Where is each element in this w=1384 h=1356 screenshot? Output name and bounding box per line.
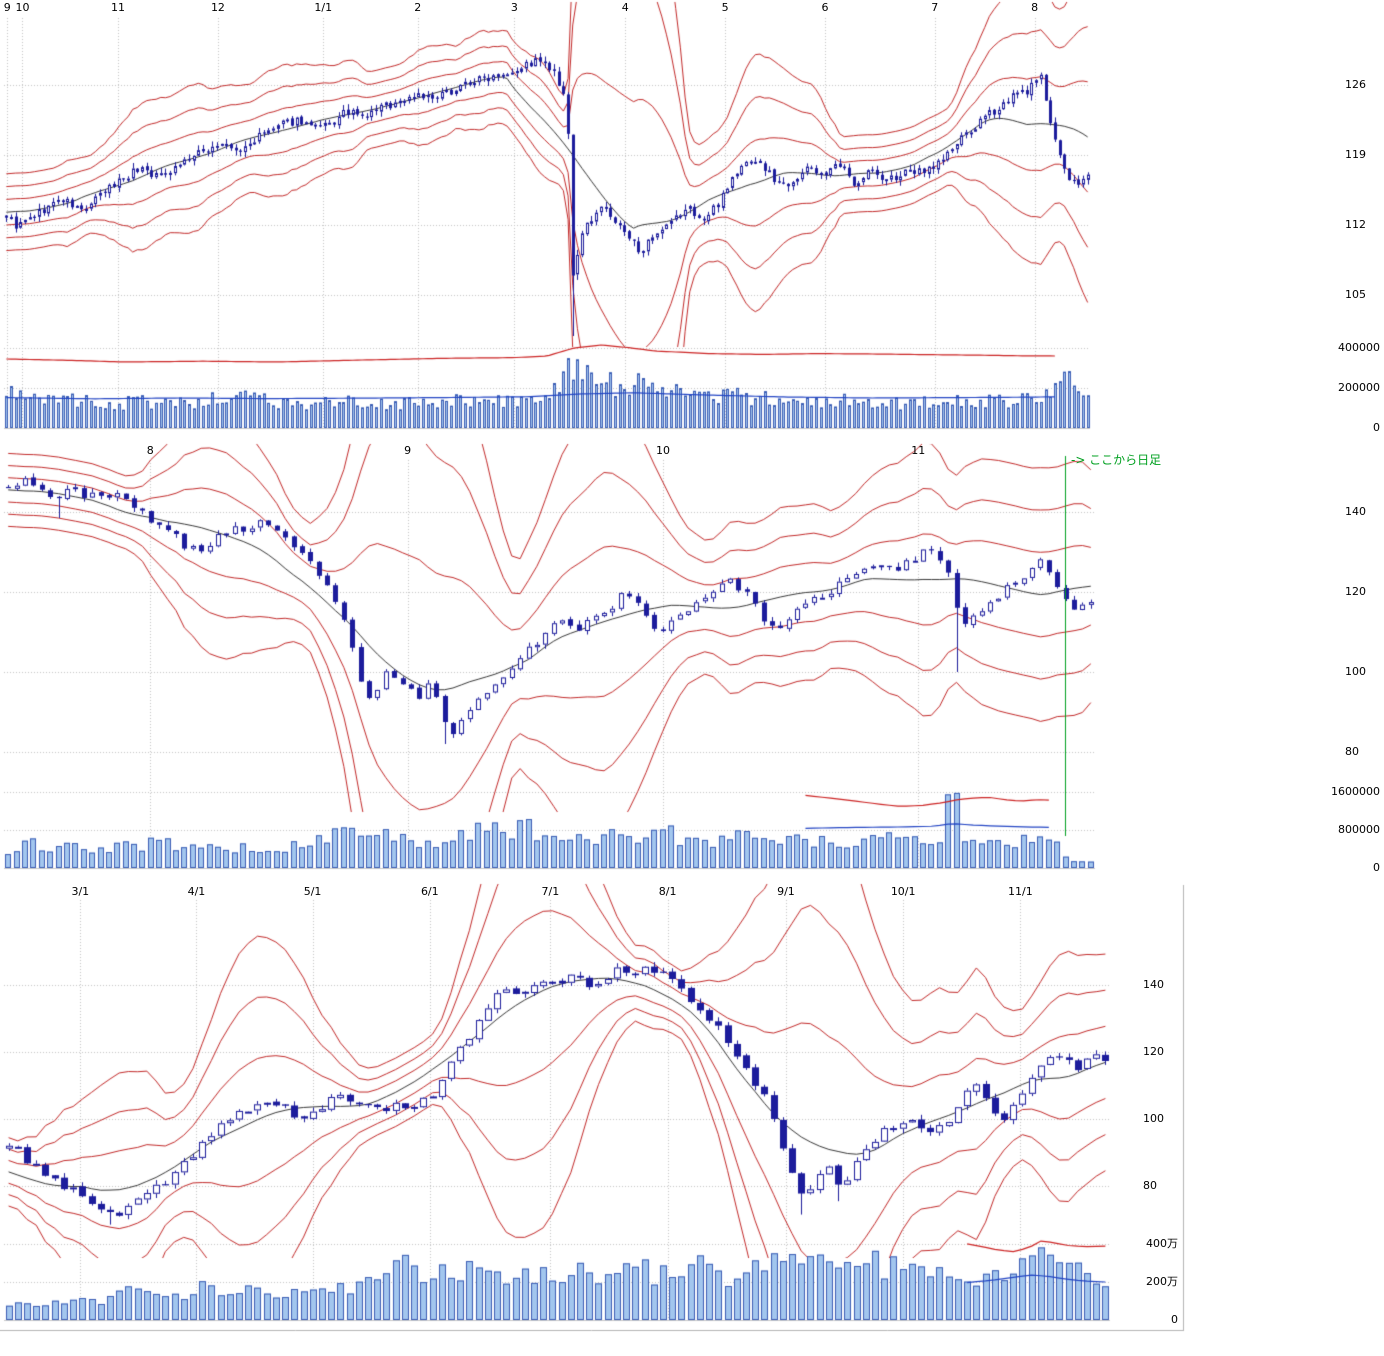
x-axis-tick-label: 5 bbox=[721, 1, 729, 14]
x-axis-tick-label: 12 bbox=[210, 1, 225, 14]
price-tick-label: 120 bbox=[1143, 1045, 1164, 1058]
x-axis-tick-label: 8/1 bbox=[658, 885, 677, 898]
x-axis-tick-label: 8 bbox=[146, 444, 154, 457]
price-tick-label: 100 bbox=[1143, 1112, 1164, 1125]
volume-tick-label: 400000 bbox=[1338, 341, 1380, 354]
x-axis-tick-label: 3/1 bbox=[71, 885, 90, 898]
x-axis-tick-label: 6 bbox=[821, 1, 829, 14]
x-axis-tick-label: 9 bbox=[3, 1, 11, 14]
x-axis-tick-label: 11 bbox=[111, 1, 126, 14]
x-axis-tick-label: 3 bbox=[510, 1, 518, 14]
price-tick-label: 105 bbox=[1345, 288, 1366, 301]
x-axis-tick-label: 5/1 bbox=[303, 885, 322, 898]
x-axis-tick-label: 10 bbox=[655, 444, 670, 457]
x-axis-tick-label: 10 bbox=[15, 1, 30, 14]
x-axis-tick-label: 9/1 bbox=[777, 885, 795, 898]
x-axis-tick-label: 7 bbox=[931, 1, 939, 14]
volume-tick-label: 200000 bbox=[1338, 381, 1380, 394]
x-axis-tick-label: 11 bbox=[911, 444, 926, 457]
price-tick-label: 100 bbox=[1345, 665, 1366, 678]
volume-tick-label: 1600000 bbox=[1331, 785, 1380, 798]
price-tick-label: 80 bbox=[1143, 1179, 1157, 1192]
x-axis-tick-label: 10/1 bbox=[890, 885, 916, 898]
x-axis-tick-label: 6/1 bbox=[420, 885, 439, 898]
x-axis-tick-label: 1/1 bbox=[314, 1, 333, 14]
volume-tick-label: 0 bbox=[1373, 861, 1380, 874]
volume-tick-label: 0 bbox=[1171, 1313, 1178, 1326]
volume-tick-label: 800000 bbox=[1338, 823, 1380, 836]
price-tick-label: 126 bbox=[1345, 78, 1366, 91]
price-tick-label: 140 bbox=[1345, 505, 1366, 518]
volume-tick-label: 400万 bbox=[1146, 1237, 1178, 1250]
daily-interval-marker-label: -> ここから日足 bbox=[1070, 453, 1162, 467]
x-axis-tick-label: 4 bbox=[621, 1, 629, 14]
price-tick-label: 140 bbox=[1143, 978, 1164, 991]
volume-tick-label: 0 bbox=[1373, 421, 1380, 434]
price-tick-label: 119 bbox=[1345, 148, 1366, 161]
x-axis-tick-label: 2 bbox=[414, 1, 422, 14]
price-tick-label: 80 bbox=[1345, 745, 1359, 758]
x-axis-tick-label: 9 bbox=[404, 444, 412, 457]
x-axis-tick-label: 7/1 bbox=[541, 885, 560, 898]
price-tick-label: 112 bbox=[1345, 218, 1366, 231]
x-axis-tick-label: 8 bbox=[1031, 1, 1039, 14]
volume-tick-label: 200万 bbox=[1146, 1275, 1178, 1288]
x-axis-tick-label: 4/1 bbox=[187, 885, 206, 898]
price-tick-label: 120 bbox=[1345, 585, 1366, 598]
x-axis-tick-label: 11/1 bbox=[1008, 885, 1033, 898]
